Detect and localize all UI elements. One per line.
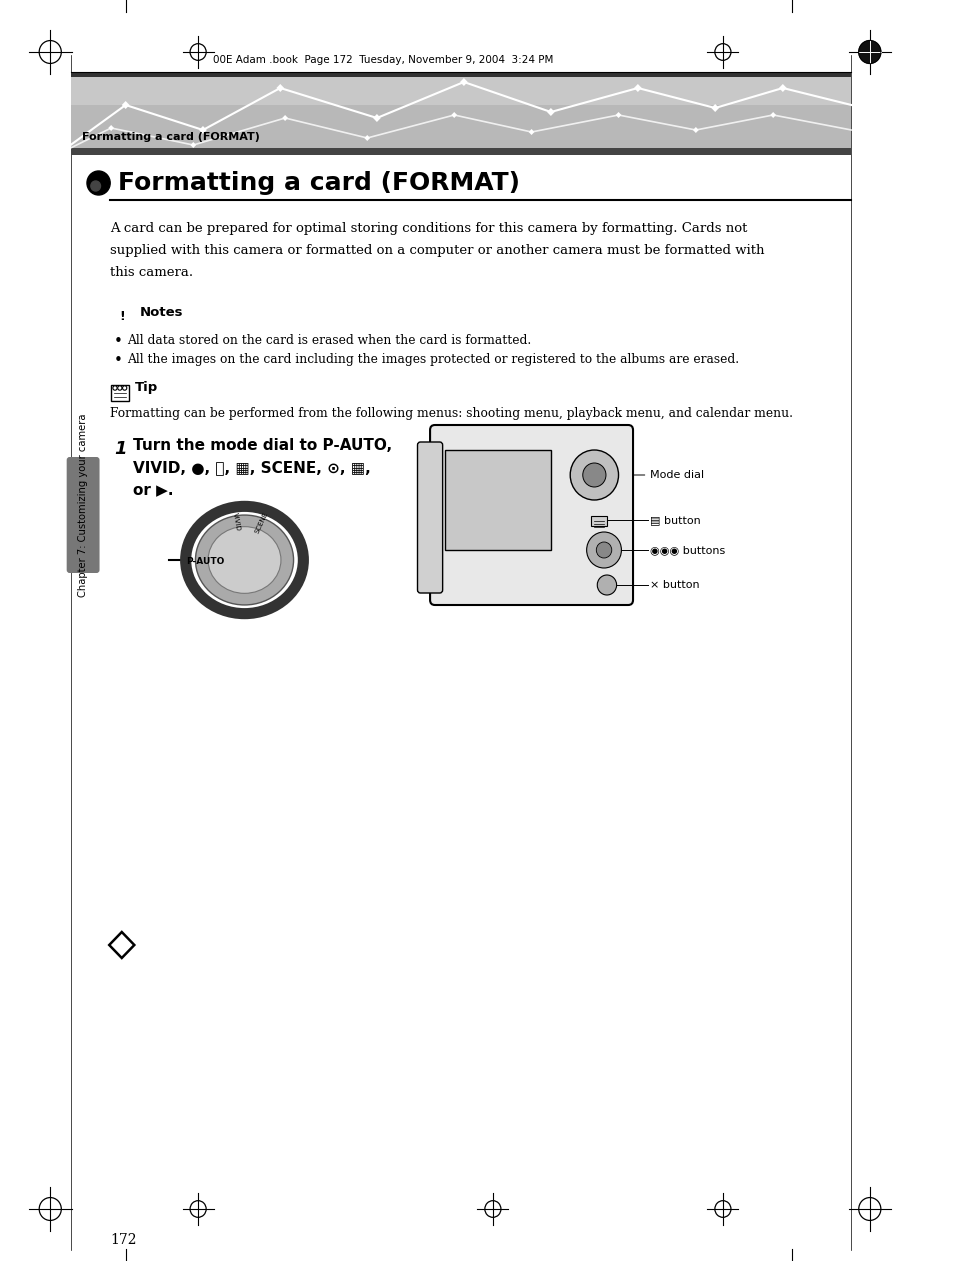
Text: !: ! — [119, 309, 125, 323]
Bar — [71, 72, 851, 105]
Text: this camera.: this camera. — [110, 266, 193, 279]
Ellipse shape — [186, 507, 303, 614]
Text: Formatting a card (FORMAT): Formatting a card (FORMAT) — [82, 132, 260, 142]
Polygon shape — [711, 103, 719, 112]
Circle shape — [597, 575, 616, 595]
Text: 00E Adam .book  Page 172  Tuesday, November 9, 2004  3:24 PM: 00E Adam .book Page 172 Tuesday, Novembe… — [213, 55, 553, 66]
Circle shape — [570, 450, 618, 501]
Bar — [591, 516, 606, 526]
Circle shape — [112, 386, 117, 390]
Text: or ▶.: or ▶. — [133, 483, 173, 498]
Bar — [71, 72, 851, 153]
Circle shape — [91, 182, 100, 190]
Circle shape — [586, 532, 620, 567]
Text: •: • — [113, 334, 122, 349]
Polygon shape — [282, 115, 288, 121]
Polygon shape — [459, 78, 467, 86]
Text: A card can be prepared for optimal storing conditions for this camera by formatt: A card can be prepared for optimal stori… — [110, 222, 747, 235]
Circle shape — [858, 40, 880, 63]
Circle shape — [122, 386, 127, 390]
Text: Turn the mode dial to P-AUTO,: Turn the mode dial to P-AUTO, — [133, 438, 392, 453]
Polygon shape — [108, 125, 114, 131]
Text: VIVID: VIVID — [232, 512, 241, 532]
Bar — [71, 148, 851, 155]
Polygon shape — [615, 112, 620, 119]
Text: All data stored on the card is erased when the card is formatted.: All data stored on the card is erased wh… — [128, 334, 531, 347]
Bar — [444, 450, 550, 550]
Polygon shape — [546, 108, 554, 116]
Text: × button: × button — [650, 580, 700, 590]
Text: 172: 172 — [110, 1233, 136, 1247]
Text: Tip: Tip — [135, 382, 158, 395]
Polygon shape — [779, 84, 786, 92]
Circle shape — [117, 386, 122, 390]
Polygon shape — [199, 126, 207, 134]
Polygon shape — [451, 112, 456, 119]
Text: VIVID, ●, ⛰, ▦, SCENE, ⊙, ▦,: VIVID, ●, ⛰, ▦, SCENE, ⊙, ▦, — [133, 460, 371, 475]
Circle shape — [582, 463, 605, 487]
Text: Mode dial: Mode dial — [650, 470, 704, 480]
Text: All the images on the card including the images protected or registered to the a: All the images on the card including the… — [128, 353, 739, 366]
Ellipse shape — [195, 514, 294, 605]
FancyBboxPatch shape — [430, 425, 633, 605]
Polygon shape — [122, 101, 130, 108]
Text: supplied with this camera or formatted on a computer or another camera must be f: supplied with this camera or formatted o… — [110, 243, 764, 257]
Text: Formatting a card (FORMAT): Formatting a card (FORMAT) — [118, 171, 519, 195]
Ellipse shape — [208, 527, 280, 594]
Polygon shape — [276, 84, 284, 92]
Text: P-AUTO: P-AUTO — [186, 557, 224, 566]
Polygon shape — [191, 142, 196, 148]
FancyBboxPatch shape — [417, 443, 442, 593]
Bar — [112, 385, 129, 401]
Polygon shape — [109, 932, 134, 958]
Polygon shape — [364, 135, 370, 141]
Polygon shape — [373, 113, 380, 122]
Text: SCENE: SCENE — [254, 511, 270, 535]
Polygon shape — [769, 112, 775, 119]
Text: Chapter 7: Customizing your camera: Chapter 7: Customizing your camera — [78, 414, 88, 596]
Polygon shape — [528, 129, 534, 135]
Circle shape — [87, 171, 110, 195]
Bar — [71, 72, 851, 77]
Text: Notes: Notes — [140, 305, 183, 319]
Polygon shape — [692, 127, 698, 132]
Text: ◉◉◉ buttons: ◉◉◉ buttons — [650, 545, 725, 555]
Text: Formatting can be performed from the following menus: shooting menu, playback me: Formatting can be performed from the fol… — [110, 407, 792, 420]
Circle shape — [596, 542, 611, 559]
Text: ▤ button: ▤ button — [650, 514, 700, 525]
Polygon shape — [634, 84, 641, 92]
Text: 1: 1 — [114, 440, 127, 458]
FancyBboxPatch shape — [67, 456, 99, 572]
Text: •: • — [113, 353, 122, 368]
